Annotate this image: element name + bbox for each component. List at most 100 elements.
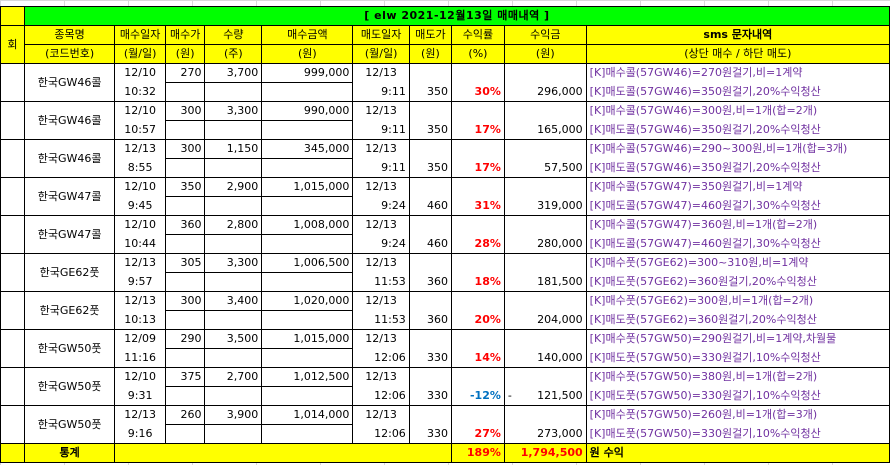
sell-price-blank[interactable]: [408, 367, 452, 387]
stock-name[interactable]: 한국GW50풋: [23, 329, 116, 368]
sms-sell-text[interactable]: [K]매도콜(57GW47)=460원걸기,30%수익청산: [585, 234, 890, 254]
profit-cell[interactable]: 204,000: [503, 310, 587, 330]
buy-amount[interactable]: 1,015,000: [261, 329, 354, 349]
rate-blank[interactable]: [450, 291, 505, 311]
buy-amount-blank[interactable]: [261, 196, 354, 216]
stock-name[interactable]: 한국GW46콜: [23, 139, 116, 178]
profit-blank[interactable]: [503, 101, 587, 121]
sms-sell-text[interactable]: [K]매도풋(57GW50)=330원걸기,10%수익청산: [585, 348, 890, 368]
return-rate[interactable]: 27%: [450, 424, 505, 444]
round-cell[interactable]: [0, 310, 25, 330]
buy-price[interactable]: 260: [164, 405, 206, 425]
quantity[interactable]: 2,800: [204, 215, 263, 235]
header-stock-name[interactable]: 종목명: [23, 25, 116, 45]
rate-blank[interactable]: [450, 63, 505, 83]
profit-blank[interactable]: [503, 63, 587, 83]
quantity-blank[interactable]: [204, 158, 263, 178]
profit-blank[interactable]: [503, 405, 587, 425]
buy-price[interactable]: 350: [164, 177, 206, 197]
buy-price[interactable]: 270: [164, 63, 206, 83]
header-quantity-unit[interactable]: (주): [204, 44, 263, 64]
profit-cell[interactable]: - 121,500: [503, 386, 587, 406]
buy-price[interactable]: 375: [164, 367, 206, 387]
header-buy-date[interactable]: 매수일자: [114, 25, 166, 45]
buy-time[interactable]: 10:44: [114, 234, 166, 254]
stock-name[interactable]: 한국GE62풋: [23, 291, 116, 330]
sell-time[interactable]: 12:06: [352, 386, 410, 406]
header-sell-date-unit[interactable]: (월/일): [352, 44, 410, 64]
rate-blank[interactable]: [450, 101, 505, 121]
buy-date[interactable]: 12/13: [114, 291, 166, 311]
buy-price[interactable]: 360: [164, 215, 206, 235]
rate-blank[interactable]: [450, 405, 505, 425]
sell-date[interactable]: 12/13: [352, 253, 410, 273]
sell-price[interactable]: 460: [408, 234, 452, 254]
header-buy-amount[interactable]: 매수금액: [261, 25, 354, 45]
rate-blank[interactable]: [450, 139, 505, 159]
header-quantity[interactable]: 수량: [204, 25, 263, 45]
sell-time[interactable]: 12:06: [352, 424, 410, 444]
buy-amount[interactable]: 345,000: [261, 139, 354, 159]
buy-price-blank[interactable]: [164, 158, 206, 178]
stock-name[interactable]: 한국GW47콜: [23, 215, 116, 254]
sell-date[interactable]: 12/13: [352, 291, 410, 311]
profit-cell[interactable]: 165,000: [503, 120, 587, 140]
quantity-blank[interactable]: [204, 234, 263, 254]
buy-price-blank[interactable]: [164, 196, 206, 216]
buy-amount-blank[interactable]: [261, 310, 354, 330]
sell-time[interactable]: 9:11: [352, 158, 410, 178]
sell-price-blank[interactable]: [408, 63, 452, 83]
profit-blank[interactable]: [503, 329, 587, 349]
quantity[interactable]: 3,700: [204, 63, 263, 83]
sms-sell-text[interactable]: [K]매도풋(57GE62)=360원걸기,20%수익청산: [585, 272, 890, 292]
header-sell-price-unit[interactable]: (원): [408, 44, 452, 64]
header-sms[interactable]: sms 문자내역: [585, 25, 890, 45]
buy-time[interactable]: 10:57: [114, 120, 166, 140]
buy-price-blank[interactable]: [164, 424, 206, 444]
round-cell[interactable]: [0, 215, 25, 235]
sms-buy-text[interactable]: [K]매수풋(57GW50)=260원,비=1개(합=3개): [585, 405, 890, 425]
buy-time[interactable]: 8:55: [114, 158, 166, 178]
round-cell[interactable]: [0, 386, 25, 406]
buy-amount-blank[interactable]: [261, 272, 354, 292]
sms-buy-text[interactable]: [K]매수풋(57GW50)=380원,비=1개(합=2개): [585, 367, 890, 387]
sell-price[interactable]: 350: [408, 82, 452, 102]
profit-blank[interactable]: [503, 367, 587, 387]
quantity-blank[interactable]: [204, 82, 263, 102]
buy-price-blank[interactable]: [164, 82, 206, 102]
buy-amount-blank[interactable]: [261, 424, 354, 444]
sell-price-blank[interactable]: [408, 329, 452, 349]
sms-buy-text[interactable]: [K]매수콜(57GW46)=300원,비=1개(합=2개): [585, 101, 890, 121]
stock-name[interactable]: 한국GW47콜: [23, 177, 116, 216]
summary-rate[interactable]: 189%: [450, 443, 505, 463]
sell-time[interactable]: 9:11: [352, 120, 410, 140]
buy-date[interactable]: 12/10: [114, 215, 166, 235]
profit-cell[interactable]: 296,000: [503, 82, 587, 102]
sell-price[interactable]: 350: [408, 120, 452, 140]
sell-time[interactable]: 11:53: [352, 272, 410, 292]
sms-sell-text[interactable]: [K]매도풋(57GE62)=360원걸기,20%수익청산: [585, 310, 890, 330]
buy-price-blank[interactable]: [164, 272, 206, 292]
round-cell[interactable]: [0, 253, 25, 273]
buy-price-blank[interactable]: [164, 386, 206, 406]
profit-cell[interactable]: 273,000: [503, 424, 587, 444]
sell-time[interactable]: 9:11: [352, 82, 410, 102]
header-buy-price[interactable]: 매수가: [164, 25, 206, 45]
sms-buy-text[interactable]: [K]매수풋(57GW50)=290원걸기,비=1계약,차월물: [585, 329, 890, 349]
buy-amount[interactable]: 1,015,000: [261, 177, 354, 197]
quantity-blank[interactable]: [204, 310, 263, 330]
header-rate-unit[interactable]: (%): [450, 44, 505, 64]
header-sell-date[interactable]: 매도일자: [352, 25, 410, 45]
quantity[interactable]: 1,150: [204, 139, 263, 159]
profit-blank[interactable]: [503, 291, 587, 311]
profit-cell[interactable]: 57,500: [503, 158, 587, 178]
quantity[interactable]: 3,500: [204, 329, 263, 349]
buy-amount-blank[interactable]: [261, 158, 354, 178]
header-round[interactable]: 회: [0, 25, 25, 64]
profit-cell[interactable]: 280,000: [503, 234, 587, 254]
sell-date[interactable]: 12/13: [352, 63, 410, 83]
quantity[interactable]: 2,700: [204, 367, 263, 387]
buy-amount-blank[interactable]: [261, 234, 354, 254]
sell-price[interactable]: 330: [408, 424, 452, 444]
round-cell[interactable]: [0, 139, 25, 159]
